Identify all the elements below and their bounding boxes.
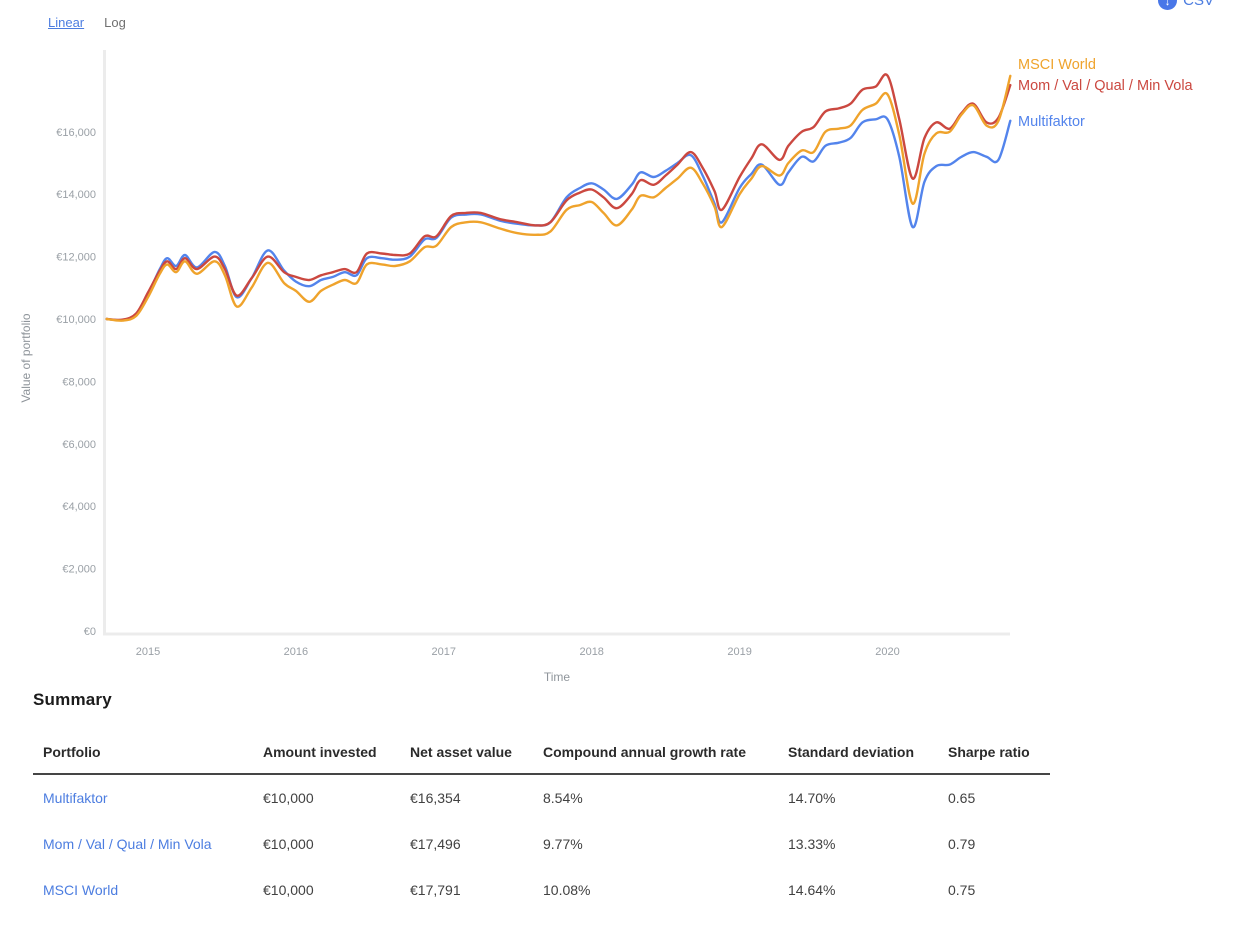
col-cagr: Compound annual growth rate (543, 744, 746, 760)
download-icon: ↓ (1158, 0, 1178, 10)
line-mom-val-qual-minvola (105, 73, 1012, 322)
x-axis-title: Time (544, 670, 571, 684)
x-axis-tick-label: 2018 (579, 646, 603, 658)
y-axis-title: Value of portfolio (19, 313, 33, 402)
x-axis-tick-label: 2017 (432, 646, 456, 658)
legend-mom-val-qual-minvola: Mom / Val / Qual / Min Vola (1018, 78, 1194, 94)
standard-deviation-value: 14.64% (788, 882, 836, 898)
summary-section: Summary Portfolio Amount invested Net as… (0, 690, 1236, 913)
sharpe-ratio-value: 0.75 (948, 882, 976, 898)
summary-heading: Summary (33, 690, 112, 709)
summary-table: Portfolio Amount invested Net asset valu… (33, 724, 1050, 913)
legend-msci-world: MSCI World (1018, 57, 1096, 73)
y-axis-tick-label: €6,000 (62, 439, 96, 451)
cagr-value: 8.54% (543, 790, 583, 806)
y-axis-tick-label: €0 (84, 626, 96, 638)
y-axis-tick-label: €12,000 (56, 252, 96, 264)
col-amount-invested: Amount invested (263, 744, 377, 760)
y-axis-tick-label: €10,000 (56, 314, 96, 326)
portfolio-link-msci-world[interactable]: MSCI World (43, 882, 119, 898)
x-axis-tick-label: 2016 (284, 646, 308, 658)
table-header-row: Portfolio Amount invested Net asset valu… (33, 724, 1050, 775)
net-asset-value: €16,354 (410, 790, 461, 806)
col-standard-deviation: Standard deviation (788, 744, 915, 760)
sharpe-ratio-value: 0.65 (948, 790, 976, 806)
cagr-value: 10.08% (543, 882, 591, 898)
y-axis-tick-label: €4,000 (62, 501, 96, 513)
x-axis-tick-label: 2019 (727, 646, 751, 658)
scale-toggle: Linear Log (48, 15, 126, 30)
line-msci-world (105, 74, 1012, 322)
y-axis-tick-label: €16,000 (56, 127, 96, 139)
cagr-value: 9.77% (543, 836, 583, 852)
col-net-asset-value: Net asset value (410, 744, 512, 760)
y-axis-tick-labels: €0 €2,000 €4,000 €6,000 €8,000 €10,000 €12,000… (56, 127, 96, 638)
col-portfolio: Portfolio (43, 744, 101, 760)
table-row: Multifaktor €10,000 €16,354 8.54% 14.70%… (33, 775, 1050, 821)
net-asset-value: €17,496 (410, 836, 461, 852)
y-axis-tick-label: €14,000 (56, 189, 96, 201)
col-sharpe-ratio: Sharpe ratio (948, 744, 1030, 760)
legend-multifaktor: Multifaktor (1018, 114, 1085, 130)
amount-invested-value: €10,000 (263, 790, 314, 806)
performance-chart: €0 €2,000 €4,000 €6,000 €8,000 €10,000 €12,000… (19, 50, 1194, 684)
standard-deviation-value: 13.33% (788, 836, 836, 852)
amount-invested-value: €10,000 (263, 882, 314, 898)
table-row: MSCI World €10,000 €17,791 10.08% 14.64%… (33, 867, 1050, 913)
chart-plot-area[interactable] (105, 50, 1010, 634)
y-axis-tick-label: €8,000 (62, 376, 96, 388)
scale-toggle-linear[interactable]: Linear (48, 15, 85, 30)
net-asset-value: €17,791 (410, 882, 461, 898)
portfolio-link-mom-val-qual-minvola[interactable]: Mom / Val / Qual / Min Vola (43, 836, 212, 852)
x-axis-tick-label: 2015 (136, 646, 160, 658)
x-axis-tick-labels: 2015 2016 2017 2018 2019 2020 (136, 646, 900, 658)
x-axis-tick-label: 2020 (875, 646, 899, 658)
y-axis-tick-label: €2,000 (62, 564, 96, 576)
table-row: Mom / Val / Qual / Min Vola €10,000 €17,… (33, 821, 1050, 867)
sharpe-ratio-value: 0.79 (948, 836, 976, 852)
portfolio-link-multifaktor[interactable]: Multifaktor (43, 790, 108, 806)
csv-download-button[interactable]: ↓ CSV (1158, 0, 1214, 10)
amount-invested-value: €10,000 (263, 836, 314, 852)
standard-deviation-value: 14.70% (788, 790, 836, 806)
scale-toggle-log[interactable]: Log (104, 15, 126, 30)
csv-button-label: CSV (1183, 0, 1214, 9)
